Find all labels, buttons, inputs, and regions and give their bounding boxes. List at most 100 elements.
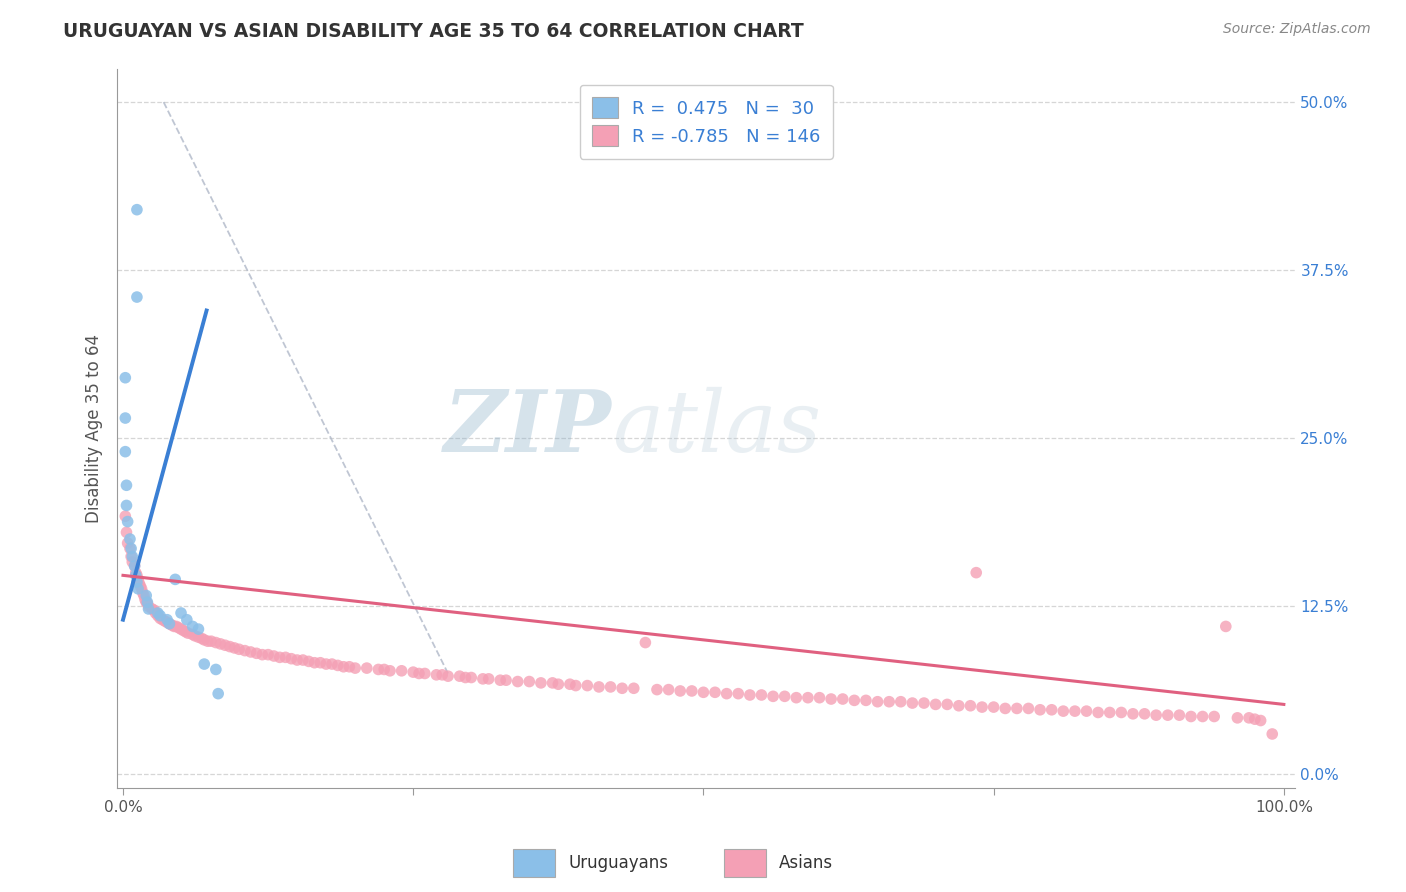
Point: [877, 695, 900, 709]
Point: [315, 657, 337, 671]
Point: [135, 589, 157, 603]
Point: [1237, 711, 1260, 725]
Point: [762, 690, 785, 704]
Point: [146, 608, 169, 623]
Legend: R =  0.475   N =  30, R = -0.785   N = 146: R = 0.475 N = 30, R = -0.785 N = 146: [579, 85, 832, 159]
Point: [200, 634, 222, 648]
Point: [125, 568, 148, 582]
Point: [983, 700, 1005, 714]
Point: [120, 549, 142, 564]
Point: [152, 613, 174, 627]
Point: [321, 657, 343, 671]
Point: [233, 643, 256, 657]
Point: [245, 646, 267, 660]
Point: [181, 627, 204, 641]
Point: [820, 692, 842, 706]
Point: [1243, 712, 1265, 726]
Point: [184, 629, 207, 643]
Point: [304, 656, 326, 670]
Point: [127, 573, 149, 587]
Point: [517, 674, 540, 689]
Point: [564, 679, 586, 693]
Point: [191, 632, 214, 646]
Point: [187, 630, 209, 644]
Point: [332, 659, 354, 673]
Point: [1111, 706, 1133, 720]
Point: [645, 682, 668, 697]
Point: [373, 663, 395, 677]
Point: [209, 637, 232, 651]
Point: [125, 566, 148, 580]
Text: atlas: atlas: [612, 387, 821, 469]
Point: [115, 525, 138, 540]
Point: [121, 555, 143, 569]
Point: [136, 597, 159, 611]
Point: [125, 575, 148, 590]
Point: [127, 582, 149, 596]
Point: [1215, 619, 1237, 633]
Point: [681, 684, 703, 698]
Point: [408, 666, 430, 681]
Point: [124, 558, 146, 573]
Point: [172, 624, 194, 638]
Point: [115, 499, 138, 513]
Point: [495, 673, 517, 688]
Point: [1261, 727, 1284, 741]
Point: [391, 664, 413, 678]
Point: [1098, 706, 1121, 720]
Point: [449, 669, 471, 683]
Point: [1005, 701, 1028, 715]
Point: [588, 680, 610, 694]
Point: [132, 589, 155, 603]
Point: [159, 616, 181, 631]
Point: [432, 668, 454, 682]
Point: [176, 613, 198, 627]
Point: [855, 693, 877, 707]
Point: [170, 606, 193, 620]
Text: URUGUAYAN VS ASIAN DISABILITY AGE 35 TO 64 CORRELATION CHART: URUGUAYAN VS ASIAN DISABILITY AGE 35 TO …: [63, 22, 804, 41]
Point: [114, 444, 136, 458]
Point: [269, 650, 291, 665]
Point: [114, 509, 136, 524]
Point: [1144, 708, 1167, 723]
Point: [1204, 709, 1226, 723]
Text: Asians: Asians: [779, 854, 832, 872]
Point: [692, 685, 714, 699]
Point: [143, 603, 166, 617]
Point: [506, 674, 529, 689]
FancyBboxPatch shape: [724, 849, 766, 877]
Point: [1087, 706, 1109, 720]
Point: [658, 682, 681, 697]
Point: [141, 602, 163, 616]
Point: [153, 614, 176, 628]
Point: [125, 202, 148, 217]
Point: [413, 666, 436, 681]
Point: [831, 692, 853, 706]
Point: [808, 690, 831, 705]
Point: [751, 688, 773, 702]
Point: [489, 673, 512, 688]
Point: [138, 599, 160, 614]
Point: [471, 672, 494, 686]
Point: [298, 654, 321, 668]
Point: [1052, 704, 1074, 718]
Point: [901, 696, 924, 710]
Point: [344, 661, 367, 675]
FancyBboxPatch shape: [513, 849, 555, 877]
Point: [120, 541, 142, 556]
Point: [207, 687, 229, 701]
Point: [228, 642, 250, 657]
Point: [132, 586, 155, 600]
Point: [280, 651, 302, 665]
Point: [797, 690, 820, 705]
Point: [773, 690, 796, 704]
Point: [177, 626, 200, 640]
Point: [402, 665, 425, 680]
Point: [378, 664, 401, 678]
Point: [727, 687, 749, 701]
Point: [117, 536, 139, 550]
Point: [1029, 703, 1052, 717]
Point: [1122, 706, 1144, 721]
Point: [138, 602, 160, 616]
Point: [118, 541, 141, 556]
